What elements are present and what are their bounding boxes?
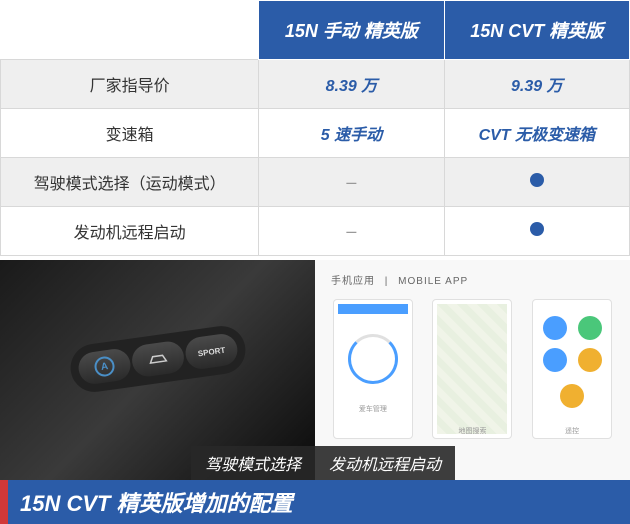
row-label: 发动机远程启动 [1, 207, 259, 256]
table-row: 驾驶模式选择（运动模式） – [1, 158, 630, 207]
section-title-banner: 15N CVT 精英版增加的配置 [0, 480, 630, 524]
map-icon [437, 304, 507, 434]
right-image-caption: 发动机远程启动 [315, 446, 455, 480]
phone-screen-1: 爱车管理 [333, 299, 413, 439]
trunk-icon [147, 351, 169, 368]
app-icon [578, 316, 602, 340]
table-header-row: 15N 手动 精英版 15N CVT 精英版 [1, 1, 630, 60]
phone-screen-3: 遥控 [532, 299, 612, 439]
header-blank [1, 1, 259, 60]
trunk-button [130, 340, 186, 379]
row-value-dot [444, 158, 629, 207]
auto-hold-button: A [76, 347, 132, 386]
row-value-dash: – [259, 158, 444, 207]
row-value: 8.39 万 [259, 60, 444, 109]
row-label: 变速箱 [1, 109, 259, 158]
row-value: 9.39 万 [444, 60, 629, 109]
mobile-app-header: 手机应用 | MOBILE APP [323, 268, 622, 291]
row-value-dot [444, 207, 629, 256]
header-col-2: 15N CVT 精英版 [444, 1, 629, 60]
table-row: 变速箱 5 速手动 CVT 无极变速箱 [1, 109, 630, 158]
table-row: 厂家指导价 8.39 万 9.39 万 [1, 60, 630, 109]
comparison-table: 15N 手动 精英版 15N CVT 精英版 厂家指导价 8.39 万 9.39… [0, 0, 630, 256]
car-console-buttons: A SPORT [67, 323, 248, 395]
feature-dot-icon [530, 173, 544, 187]
feature-dot-icon [530, 222, 544, 236]
feature-images-section: A SPORT 驾驶模式选择 手机应用 | MOBILE APP [0, 260, 630, 524]
row-value-dash: – [259, 207, 444, 256]
phone-screenshots: 爱车管理 地图搜索 遥控 [323, 299, 622, 439]
row-label: 驾驶模式选择（运动模式） [1, 158, 259, 207]
app-icon [560, 384, 584, 408]
row-value: 5 速手动 [259, 109, 444, 158]
gauge-icon [348, 334, 398, 384]
banner-title: 15N CVT 精英版增加的配置 [20, 486, 293, 518]
sport-button: SPORT [183, 332, 239, 371]
row-value: CVT 无极变速箱 [444, 109, 629, 158]
app-icon [543, 316, 567, 340]
remote-start-image: 手机应用 | MOBILE APP 爱车管理 地图搜索 [315, 260, 630, 480]
phone-screen-2: 地图搜索 [432, 299, 512, 439]
auto-icon: A [93, 355, 116, 378]
row-label: 厂家指导价 [1, 60, 259, 109]
app-icon [578, 348, 602, 372]
table-row: 发动机远程启动 – [1, 207, 630, 256]
app-icon [543, 348, 567, 372]
drive-mode-image: A SPORT 驾驶模式选择 [0, 260, 315, 480]
left-image-caption: 驾驶模式选择 [191, 446, 315, 480]
header-col-1: 15N 手动 精英版 [259, 1, 444, 60]
